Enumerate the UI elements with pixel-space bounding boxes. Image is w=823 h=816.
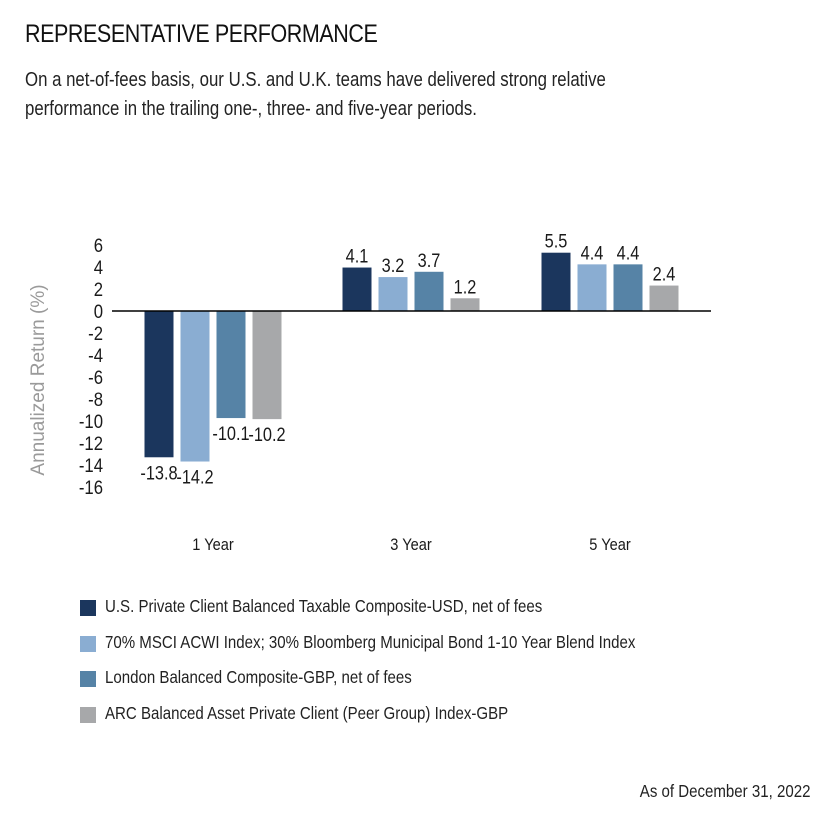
data-label: 3.2 xyxy=(382,255,405,276)
y-tick-label: -10 xyxy=(79,411,103,432)
y-tick-label: 2 xyxy=(94,279,103,300)
data-label: -10.1 xyxy=(212,423,249,444)
bar xyxy=(180,311,210,462)
x-tick-label: 1 Year xyxy=(192,536,234,554)
bar xyxy=(541,252,571,311)
y-tick-label: 4 xyxy=(94,257,103,278)
y-tick-label: 6 xyxy=(94,235,103,256)
legend-label: 70% MSCI ACWI Index; 30% Bloomberg Munic… xyxy=(105,631,636,652)
data-label: -13.8 xyxy=(140,462,177,483)
legend-swatch xyxy=(80,635,96,652)
y-tick-label: -8 xyxy=(88,389,103,410)
y-tick-label: -4 xyxy=(88,345,103,366)
data-label: 2.4 xyxy=(653,263,676,284)
y-tick-label: -6 xyxy=(88,367,103,388)
bar xyxy=(378,277,408,311)
y-tick-label: -2 xyxy=(88,323,103,344)
legend-swatch xyxy=(80,671,96,687)
bars xyxy=(144,252,679,462)
data-label: -10.2 xyxy=(248,424,285,445)
bar xyxy=(342,267,372,311)
legend-swatch xyxy=(80,706,96,723)
y-tick-label: 0 xyxy=(94,301,103,322)
bar xyxy=(144,311,174,458)
legend-swatch xyxy=(80,600,96,616)
y-tick-label: -12 xyxy=(79,433,103,454)
bar xyxy=(649,285,679,311)
data-label: 3.7 xyxy=(418,250,441,271)
as-of-date: As of December 31, 2022 xyxy=(639,781,810,801)
bar xyxy=(613,264,643,311)
y-tick-label: -14 xyxy=(79,455,103,476)
legend-label: U.S. Private Client Balanced Taxable Com… xyxy=(105,596,543,616)
data-label: 1.2 xyxy=(454,276,477,297)
data-labels: -13.8-14.2 -10.1-10.2 4.1 3.2 3.7 1.2 5.5 4.4 4.… xyxy=(140,231,675,488)
bar xyxy=(577,264,607,311)
x-tick-label: 5 Year xyxy=(589,536,631,554)
y-axis-label: Annualized Return (%) xyxy=(28,284,49,475)
bar xyxy=(252,311,282,420)
x-axis-ticks: 1 Year 3 Year 5 Year xyxy=(192,536,631,554)
legend-label: ARC Balanced Asset Private Client (Peer … xyxy=(105,702,509,723)
bar xyxy=(450,298,480,311)
data-label: -14.2 xyxy=(176,466,213,487)
page-title: REPRESENTATIVE PERFORMANCE xyxy=(25,20,378,48)
legend-label: London Balanced Composite-GBP, net of fe… xyxy=(105,667,412,687)
y-tick-label: -16 xyxy=(79,477,103,498)
data-label: 4.4 xyxy=(617,242,640,263)
bar xyxy=(414,271,444,311)
data-label: 4.4 xyxy=(581,242,604,263)
data-label: 5.5 xyxy=(545,231,568,252)
bar xyxy=(216,311,246,419)
page-subtitle: On a net-of-fees basis, our U.S. and U.K… xyxy=(25,69,606,120)
bar-chart: Annualized Return (%) 6420-2-4-6-8-10-12… xyxy=(28,231,711,554)
x-tick-label: 3 Year xyxy=(390,536,432,554)
data-label: 4.1 xyxy=(346,245,369,266)
